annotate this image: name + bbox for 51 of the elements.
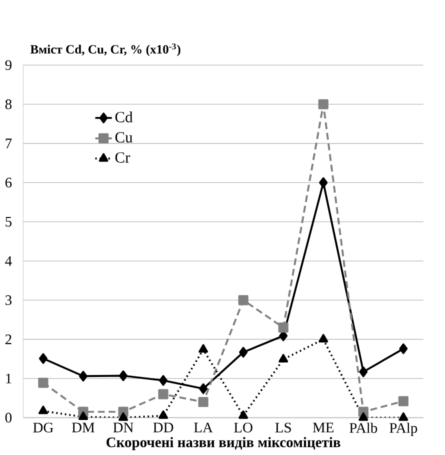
y-tick-label: 8: [5, 99, 12, 110]
point: [359, 366, 368, 378]
point: [38, 406, 48, 414]
point: [78, 370, 88, 382]
point: [198, 396, 208, 408]
y-tick-label: 3: [5, 295, 12, 306]
point: [38, 353, 48, 364]
point: [198, 383, 208, 394]
y-tick-label: 7: [6, 138, 12, 148]
legend-label: Cd: [115, 111, 133, 122]
point: [118, 412, 128, 421]
x-tick-label: DN: [113, 422, 134, 432]
x-axis-title: Скорочені назви видів міксоміцетів: [106, 437, 340, 450]
point: [319, 177, 328, 188]
point: [278, 322, 288, 333]
x-tick-label: LS: [275, 422, 291, 432]
x-tick-label: LO: [234, 422, 252, 432]
point: [399, 343, 408, 354]
point: [238, 346, 248, 358]
point: [158, 375, 168, 386]
point: [238, 295, 248, 306]
point: [398, 412, 408, 421]
point: [158, 389, 168, 400]
y-tick-label: 4: [5, 256, 12, 266]
point: [398, 396, 408, 406]
y-axis-title: Вміст Cd, Cu, Cr, % (x10$^{-3}$): [30, 43, 180, 56]
x-tick-label: DG: [33, 422, 54, 432]
legend-label: Cr: [115, 152, 130, 163]
point: [38, 378, 48, 388]
point: [118, 370, 128, 382]
y-tick-label: 1: [6, 374, 12, 384]
x-tick-label: PAlb: [349, 422, 378, 433]
point: [278, 354, 288, 362]
x-tick-label: DD: [153, 422, 174, 432]
x-tick-label: PAlp: [389, 422, 418, 436]
legend-label: Cu: [115, 132, 132, 143]
point: [358, 412, 368, 421]
y-tick-label: 6: [5, 178, 12, 188]
x-tick-label: DM: [72, 422, 94, 432]
y-tick-label: 5: [6, 216, 12, 227]
y-tick-label: 9: [5, 60, 12, 70]
x-tick-label: LA: [194, 422, 213, 432]
y-tick-label: 0: [5, 412, 12, 423]
point: [238, 410, 248, 419]
point: [158, 410, 168, 419]
point: [318, 334, 328, 342]
point: [318, 99, 328, 110]
point: [198, 344, 208, 353]
y-tick-label: 2: [5, 334, 12, 344]
point: [78, 412, 88, 420]
x-tick-label: ME: [312, 422, 334, 432]
